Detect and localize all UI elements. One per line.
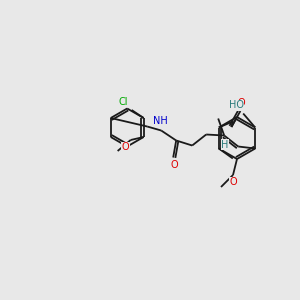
Text: NH: NH [153,116,168,127]
Text: Cl: Cl [119,97,128,107]
Text: O: O [238,98,245,108]
Text: H: H [221,140,229,149]
Text: HO: HO [229,100,244,110]
Text: O: O [122,142,130,152]
Text: O: O [170,160,178,170]
Text: O: O [229,177,237,187]
